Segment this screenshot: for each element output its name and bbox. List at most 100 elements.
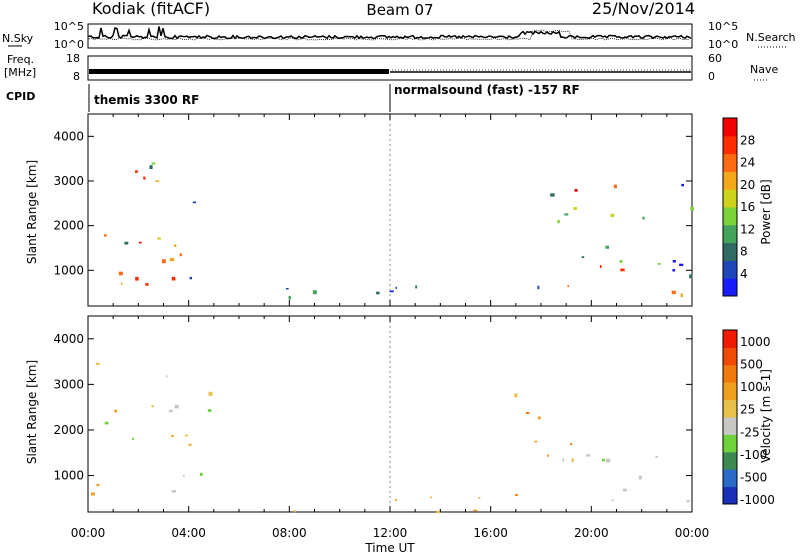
heatmap-cell [564,213,569,216]
heatmap-cell [149,165,153,169]
colorbar-segment [723,278,737,297]
heatmap-cell [199,472,203,476]
colorbar-segment [723,364,737,383]
cpid-label: CPID [6,90,35,103]
nsearch-tick-bottom: 10^0 [708,38,738,51]
velocity-ylabel: Slant Range [km] [25,360,39,464]
velocity-panel: 1000 2000 3000 4000 Slant Range [km] 1000 50… [25,315,775,514]
freq-tick-top: 18 [66,52,80,65]
colorbar-segment [723,486,737,505]
heatmap-cell [574,189,578,192]
heatmap-cell [619,259,623,263]
x-tick-label: 08:00 [272,526,307,540]
heatmap-cell [611,499,614,502]
y-tick-label: 1000 [53,263,84,277]
heatmap-cell [91,492,95,496]
heatmap-cell [534,440,538,443]
nsearch-tick-top: 10^5 [708,20,738,33]
freq-strip-frame [87,55,693,81]
beam-title: Beam 07 [366,1,433,19]
heatmap-cell [436,510,441,514]
heatmap-cell [671,290,676,295]
y-tick-label: 1000 [53,469,84,483]
colorbar-tick-label: 12 [740,222,755,236]
colorbar-segment [723,451,737,470]
freq-label-2: [MHz] [4,66,36,79]
heatmap-cell [610,213,615,217]
heatmap-cell [562,458,565,462]
heatmap-cell [557,220,560,224]
heatmap-cell [681,183,684,187]
y-tick-label: 3000 [53,174,84,188]
heatmap-cell [138,241,142,244]
x-tick-label: 00:00 [675,526,710,540]
heatmap-cell [135,170,138,173]
cpid-program-2: normalsound (fast) -157 RF [394,83,580,97]
heatmap-cell [690,207,694,211]
heatmap-cell [155,180,160,182]
heatmap-cell [312,290,317,295]
power-cells [104,162,694,300]
heatmap-cell [623,488,627,492]
freq-trace [89,69,389,74]
heatmap-cell [655,455,659,458]
nave-label: Nave [750,63,778,76]
heatmap-cell [478,497,481,499]
freq-label-1: Freq. [7,53,34,66]
heatmap-cell [124,241,129,245]
colorbar-segment [723,135,737,155]
freq-tick-bottom: 8 [73,70,80,83]
colorbar-segment [723,417,737,435]
y-tick-label: 4000 [53,332,84,346]
x-tick-label: 00:00 [71,526,106,540]
heatmap-cell [672,269,676,272]
colorbar-segment [723,434,737,453]
heatmap-cell [599,265,602,269]
cpid-program-1: themis 3300 RF [94,93,199,107]
heatmap-cell [672,260,676,263]
colorbar-tick-label: 100 [740,380,763,394]
colorbar-tick-label: -1000 [740,493,775,507]
heatmap-cell [104,421,109,425]
velocity-panel-frame [87,315,693,513]
heatmap-cell [680,293,683,298]
heatmap-cell [571,458,574,463]
heatmap-cell [613,184,617,189]
heatmap-cell [189,276,192,280]
x-axis-label: Time UT [364,541,415,554]
heatmap-cell [569,443,573,445]
x-tick-label: 20:00 [574,526,609,540]
colorbar-segment [723,153,737,172]
station-title: Kodiak (fitACF) [92,0,210,18]
colorbar-segment [723,382,737,401]
x-tick-label: 12:00 [373,526,408,540]
heatmap-cell [132,437,134,440]
power-y-axis: 1000 2000 3000 4000 [53,114,693,306]
colorbar-tick-label: 20 [740,178,755,192]
heatmap-cell [171,276,176,281]
heatmap-cell [473,509,478,512]
heatmap-cell [686,500,690,503]
colorbar-tick-label: -500 [740,470,767,484]
nsky-strip-frame [87,23,693,49]
heatmap-cell [96,483,100,487]
colorbar-segment [723,118,737,137]
heatmap-cell [157,237,161,240]
heatmap-cell [114,409,117,413]
heatmap-cell [638,475,642,480]
heatmap-cell [166,375,168,378]
heatmap-cell [657,263,661,265]
heatmap-cell [171,435,174,437]
nsky-tick-top: 10^5 [54,20,84,33]
nsky-label: N.Sky [2,32,34,45]
nave-tick-top: 60 [708,52,722,65]
heatmap-cell [515,494,518,497]
heatmap-cell [586,454,591,457]
heatmap-cell [567,285,569,287]
heatmap-cell [120,282,123,285]
colorbar-tick-label: 24 [740,156,755,170]
nsearch-trace [88,29,690,41]
colorbar-tick-label: 4 [740,267,748,281]
heatmap-cell [537,416,541,420]
